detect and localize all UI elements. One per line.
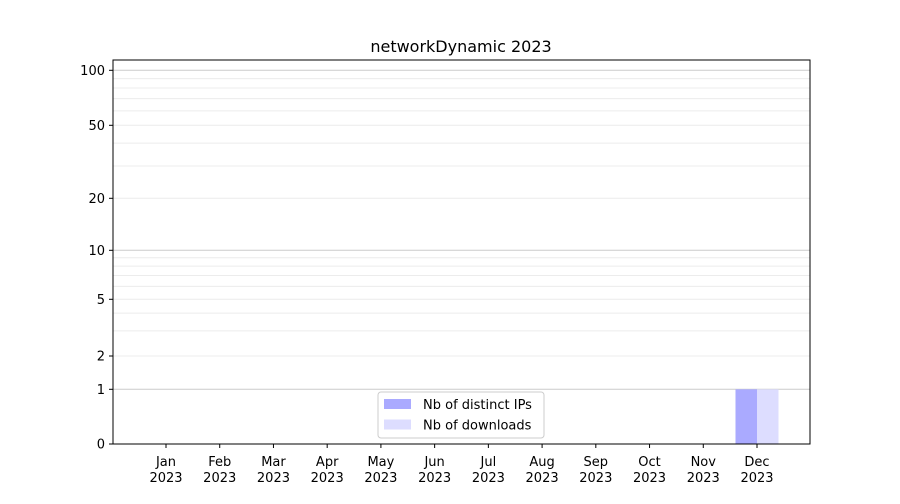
bar-distinct-ips xyxy=(735,389,757,444)
legend-label: Nb of downloads xyxy=(423,419,532,434)
x-tick-label: Nov xyxy=(691,455,717,470)
x-tick-label: May xyxy=(367,455,394,470)
x-tick-label: 2023 xyxy=(687,471,720,486)
y-tick-label: 0 xyxy=(97,438,105,453)
x-tick-label: 2023 xyxy=(203,471,236,486)
x-tick-label: Jul xyxy=(480,455,497,470)
x-tick-label: Feb xyxy=(208,455,231,470)
x-tick-label: Jan xyxy=(155,455,176,470)
x-tick-label: 2023 xyxy=(364,471,397,486)
x-tick-label: 2023 xyxy=(633,471,666,486)
y-tick-label: 10 xyxy=(88,244,105,259)
legend-swatch xyxy=(384,419,411,430)
x-tick-label: Apr xyxy=(316,455,339,470)
x-tick-label: 2023 xyxy=(472,471,505,486)
x-tick-label: Dec xyxy=(744,455,769,470)
x-tick-label: 2023 xyxy=(418,471,451,486)
y-tick-label: 1 xyxy=(97,383,105,398)
y-tick-label: 50 xyxy=(88,119,105,134)
x-tick-label: Sep xyxy=(584,455,609,470)
x-tick-label: 2023 xyxy=(526,471,559,486)
legend-swatch xyxy=(384,399,411,409)
x-tick-label: 2023 xyxy=(311,471,344,486)
x-tick-label: 2023 xyxy=(579,471,612,486)
y-tick-label: 5 xyxy=(97,293,105,308)
y-tick-label: 100 xyxy=(80,64,105,79)
y-tick-label: 2 xyxy=(97,350,105,365)
x-tick-label: Aug xyxy=(529,455,554,470)
x-tick-label: Oct xyxy=(638,455,660,470)
x-tick-label: Mar xyxy=(261,455,286,470)
x-tick-label: 2023 xyxy=(257,471,290,486)
legend-label: Nb of distinct IPs xyxy=(423,398,532,413)
y-tick-label: 20 xyxy=(88,192,105,207)
chart-title: networkDynamic 2023 xyxy=(370,37,551,56)
legend-box xyxy=(377,391,545,439)
x-tick-label: 2023 xyxy=(740,471,773,486)
bar-downloads xyxy=(757,389,779,444)
axes-frame xyxy=(112,59,811,445)
x-tick-label: 2023 xyxy=(149,471,182,486)
x-tick-label: Jun xyxy=(423,455,444,470)
